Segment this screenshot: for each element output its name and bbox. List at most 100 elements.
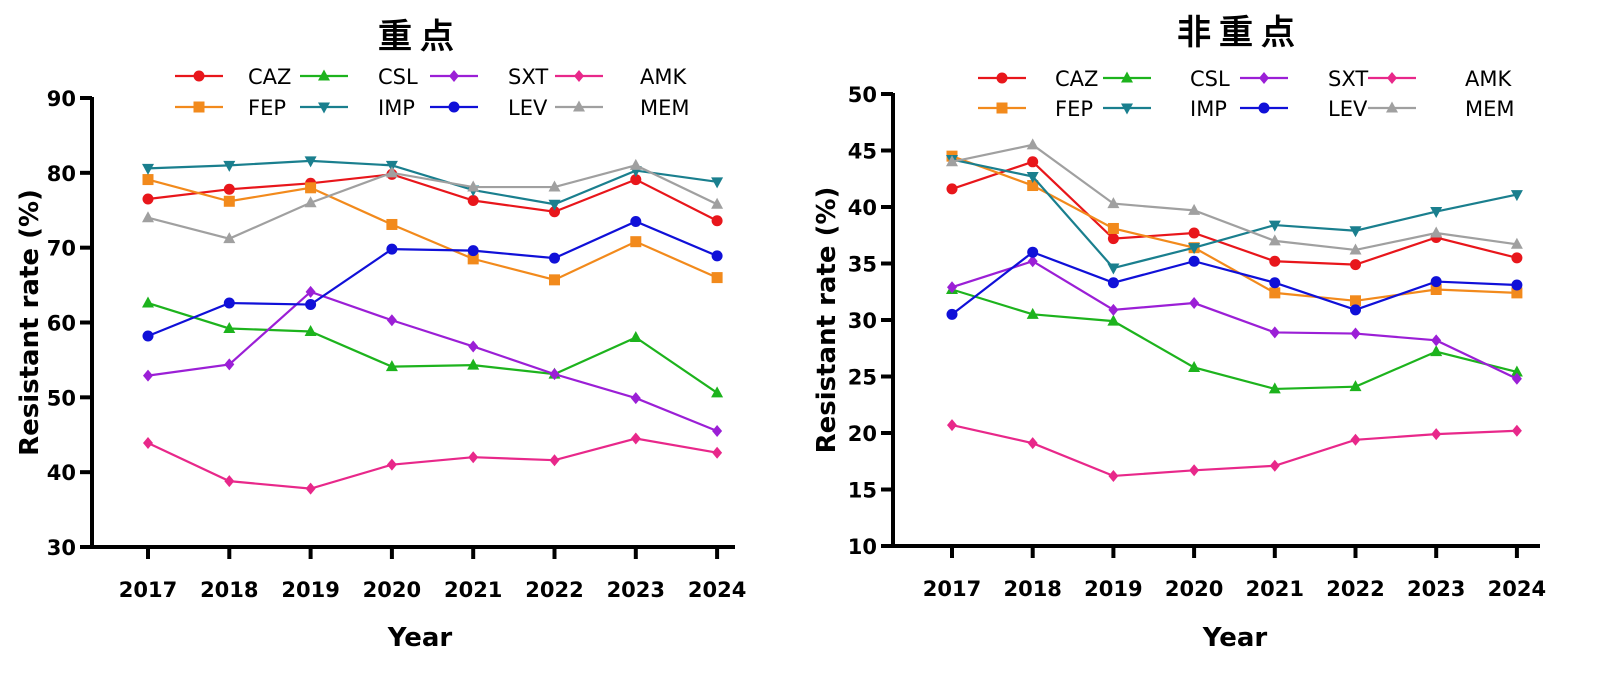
y-tick-label: 15 <box>848 479 877 503</box>
data-point-sxt <box>1189 297 1200 310</box>
legend-marker <box>1387 72 1397 84</box>
data-point-caz <box>630 174 642 186</box>
data-point-csl <box>223 321 236 333</box>
x-tick-label: 2018 <box>200 578 258 602</box>
data-point-amk <box>143 436 153 449</box>
legend-marker <box>1258 102 1270 114</box>
data-point-caz <box>711 215 723 227</box>
data-point-caz <box>142 193 154 205</box>
data-point-fep <box>1430 283 1442 295</box>
data-point-fep <box>1269 287 1281 299</box>
data-point-amk <box>549 454 560 467</box>
data-point-sxt <box>712 425 723 438</box>
data-point-csl <box>1268 382 1281 394</box>
legend-label: FEP <box>248 96 286 120</box>
series-amk <box>143 432 723 495</box>
data-point-csl <box>142 296 154 308</box>
data-point-fep <box>1511 287 1523 299</box>
data-point-mem <box>711 197 724 209</box>
data-point-mem <box>629 158 642 170</box>
data-point-amk <box>1108 469 1119 482</box>
data-point-mem <box>1349 243 1362 255</box>
legend-marker <box>448 101 460 113</box>
data-point-amk <box>386 458 397 471</box>
y-tick-label: 60 <box>47 312 76 336</box>
data-point-lev <box>1511 279 1523 291</box>
data-point-imp <box>1268 220 1281 232</box>
data-point-mem <box>1026 138 1039 150</box>
legend-item-caz: CAZ <box>175 65 291 89</box>
legend-item-sxt: SXT <box>430 65 548 89</box>
series-mem <box>142 158 724 244</box>
legend-item-mem: MEM <box>1368 97 1515 121</box>
series-line-sxt <box>147 290 718 433</box>
data-point-lev <box>1350 304 1361 316</box>
data-point-lev <box>1430 276 1442 288</box>
data-point-mem <box>385 166 398 178</box>
x-tick-label: 2021 <box>1246 577 1304 601</box>
x-tick-label: 2019 <box>1084 577 1142 601</box>
legend-label: IMP <box>1190 97 1227 121</box>
series-line-amk <box>147 437 718 490</box>
data-point-lev <box>1107 277 1119 289</box>
y-tick-label: 40 <box>848 196 877 220</box>
data-point-lev <box>630 215 642 227</box>
data-point-lev <box>223 297 235 309</box>
data-point-amk <box>947 419 957 432</box>
data-point-caz <box>946 183 958 195</box>
x-tick-label: 2018 <box>1003 577 1061 601</box>
series-line-lev <box>951 250 1517 316</box>
data-point-lev <box>711 250 723 262</box>
data-point-caz <box>467 195 479 207</box>
data-point-fep <box>1027 180 1039 192</box>
legend-label: SXT <box>1328 67 1368 91</box>
x-tick-label: 2024 <box>688 578 746 602</box>
data-point-sxt <box>549 368 560 381</box>
series-fep <box>142 174 723 286</box>
data-point-sxt <box>1108 303 1119 316</box>
legend-marker <box>574 70 584 82</box>
chart-title: 非重点 <box>1177 13 1303 53</box>
y-tick-label: 50 <box>848 83 877 107</box>
legend-marker <box>193 101 205 113</box>
series-line-fep <box>147 178 718 282</box>
x-axis-label: Year <box>387 623 453 653</box>
legend-marker <box>1121 71 1133 83</box>
x-tick-label: 2022 <box>525 578 583 602</box>
data-point-mem <box>223 232 236 244</box>
data-point-mem <box>1268 234 1281 246</box>
legend-marker <box>573 100 585 112</box>
y-tick-label: 50 <box>47 386 76 410</box>
data-point-mem <box>142 211 154 223</box>
data-point-csl <box>1349 380 1362 392</box>
data-point-lev <box>1269 277 1281 289</box>
data-point-sxt <box>1431 334 1442 347</box>
data-point-lev <box>549 252 560 264</box>
legend-marker <box>193 70 205 82</box>
data-point-fep <box>630 236 642 248</box>
series-sxt <box>947 255 1522 385</box>
data-point-csl <box>1107 314 1120 326</box>
data-point-fep <box>142 174 154 186</box>
data-point-fep <box>711 272 723 284</box>
data-point-imp <box>223 160 236 172</box>
data-point-amk <box>1350 433 1361 446</box>
legend-label: LEV <box>508 96 548 120</box>
y-axis-label: Resistant rate (%) <box>812 187 842 454</box>
legend-marker <box>996 72 1008 84</box>
data-point-imp <box>1188 243 1201 255</box>
data-point-sxt <box>1511 372 1522 385</box>
data-point-lev <box>305 299 317 311</box>
data-point-fep <box>305 182 317 194</box>
data-point-csl <box>304 324 317 336</box>
data-point-csl <box>1188 360 1201 372</box>
chart-panel-2: 非重点 10 15 20 25 30 35 40 45 50 2017 2018 2019 2020 202… <box>812 13 1546 653</box>
legend-item-fep: FEP <box>175 96 286 120</box>
legend-label: CSL <box>378 65 418 89</box>
series-line-mem <box>951 143 1518 252</box>
legend-label: CSL <box>1190 67 1230 91</box>
x-tick-label: 2024 <box>1488 577 1546 601</box>
legend-label: LEV <box>1328 97 1368 121</box>
series-line-imp <box>147 159 718 206</box>
